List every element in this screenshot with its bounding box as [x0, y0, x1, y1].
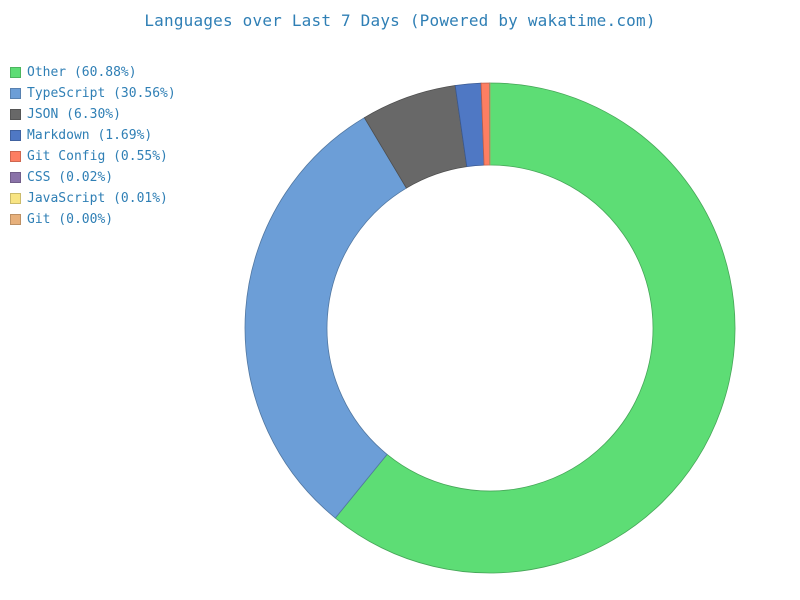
legend-item-json: JSON (6.30%): [10, 104, 176, 125]
legend-swatch: [10, 109, 21, 120]
legend-label: JSON (6.30%): [27, 107, 121, 122]
slice-typescript: [244, 117, 407, 519]
chart-title: Languages over Last 7 Days (Powered by w…: [144, 11, 656, 30]
legend-item-css: CSS (0.02%): [10, 167, 176, 188]
legend-label: JavaScript (0.01%): [27, 191, 168, 206]
legend-item-git: Git (0.00%): [10, 209, 176, 230]
legend-label: Git (0.00%): [27, 212, 114, 227]
legend-swatch: [10, 214, 21, 225]
legend-swatch: [10, 151, 21, 162]
legend-label: Git Config (0.55%): [27, 149, 168, 164]
legend-item-git-config: Git Config (0.55%): [10, 146, 176, 167]
legend-swatch: [10, 130, 21, 141]
legend-label: Other (60.88%): [27, 65, 137, 80]
legend-item-javascript: JavaScript (0.01%): [10, 188, 176, 209]
legend-item-typescript: TypeScript (30.56%): [10, 83, 176, 104]
legend-swatch: [10, 172, 21, 183]
legend-swatch: [10, 67, 21, 78]
legend-label: CSS (0.02%): [27, 170, 114, 185]
legend-label: Markdown (1.69%): [27, 128, 153, 143]
chart-legend: Other (60.88%) TypeScript (30.56%) JSON (6…: [10, 62, 176, 230]
slice-other: [334, 82, 736, 574]
legend-label: TypeScript (30.56%): [27, 86, 176, 101]
legend-item-other: Other (60.88%): [10, 62, 176, 83]
legend-item-markdown: Markdown (1.69%): [10, 125, 176, 146]
legend-swatch: [10, 88, 21, 99]
legend-swatch: [10, 193, 21, 204]
